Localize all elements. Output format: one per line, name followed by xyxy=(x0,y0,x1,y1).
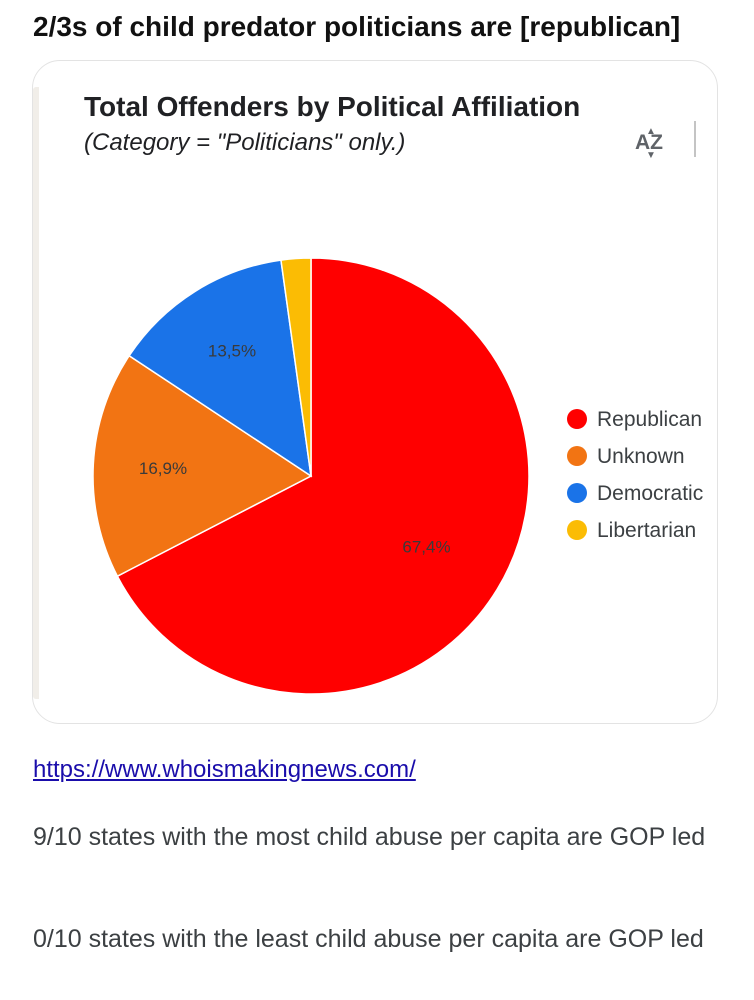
chart-title: Total Offenders by Political Affiliation xyxy=(84,91,581,122)
pie-label-unknown: 16,9% xyxy=(139,459,187,478)
sort-down-arrow-icon: ▼ xyxy=(646,150,656,161)
pie-slice-republican[interactable] xyxy=(116,257,530,695)
legend-item-libertarian[interactable]: Libertarian xyxy=(567,519,696,542)
legend-item-republican[interactable]: Republican xyxy=(567,408,702,431)
legend-label-republican: Republican xyxy=(597,408,702,431)
post-title: 2/3s of child predator politicians are [… xyxy=(33,11,681,42)
pie-chart: 67,4% 16,9% 13,5% Republican Unknown Democrat… xyxy=(92,257,703,695)
sort-up-arrow-icon: ▲ xyxy=(646,126,656,137)
legend-label-democratic: Democratic xyxy=(597,482,703,505)
legend-label-libertarian: Libertarian xyxy=(597,519,696,542)
pie-label-republican: 67,4% xyxy=(402,537,450,556)
legend-item-democratic[interactable]: Democratic xyxy=(567,482,703,505)
pie-slice-unknown[interactable] xyxy=(92,354,313,578)
legend-item-unknown[interactable]: Unknown xyxy=(567,445,685,468)
legend-swatch-unknown xyxy=(567,446,587,466)
chart-subtitle: (Category = "Politicians" only.) xyxy=(84,129,406,156)
legend-swatch-libertarian xyxy=(567,520,587,540)
legend-label-unknown: Unknown xyxy=(597,445,685,468)
source-link[interactable]: https://www.whoismakingnews.com/ xyxy=(33,756,416,783)
paragraph-least-abuse: 0/10 states with the least child abuse p… xyxy=(33,925,704,953)
sort-az-icon[interactable]: ▲ AZ ▼ xyxy=(635,126,663,161)
pie-slice-democratic[interactable] xyxy=(128,259,312,478)
legend-swatch-democratic xyxy=(567,483,587,503)
toolbar-divider xyxy=(694,121,696,157)
chart-card: Total Offenders by Political Affiliation… xyxy=(32,60,718,724)
pie-slice-libertarian[interactable] xyxy=(280,257,312,477)
paragraph-most-abuse: 9/10 states with the most child abuse pe… xyxy=(33,823,706,851)
pie-label-democratic: 13,5% xyxy=(208,342,256,361)
legend-swatch-republican xyxy=(567,409,587,429)
card-edge xyxy=(33,87,39,699)
